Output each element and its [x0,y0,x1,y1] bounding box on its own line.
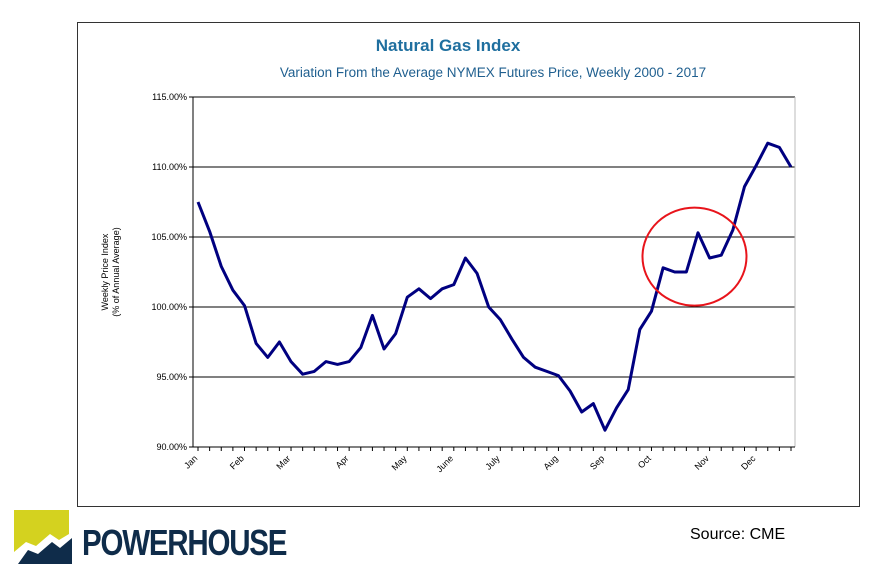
x-tick-label-feb: Feb [228,453,246,471]
logo-yellow-shape [14,510,69,552]
x-tick-label-apr: Apr [334,453,351,470]
y-axis-label-line2: (% of Annual Average) [111,227,121,316]
x-tick-label-aug: Aug [541,453,559,471]
y-tick-label: 105.00% [151,232,187,242]
x-tick-label-nov: Nov [693,453,712,472]
x-tick-label-dec: Dec [739,453,758,472]
source-note: Source: CME [690,526,786,543]
x-tick-label-jan: Jan [182,453,199,470]
y-tick-label: 90.00% [156,442,187,452]
x-tick-label-june: June [434,453,455,474]
x-tick-label-mar: Mar [274,453,292,471]
annotation-circle [641,206,748,307]
chart-subtitle: Variation From the Average NYMEX Futures… [280,65,706,80]
x-tick-label-sep: Sep [588,453,606,471]
series-line [196,141,793,432]
y-tick-label: 110.00% [152,162,187,172]
x-tick-label-oct: Oct [636,453,653,470]
x-tick-label-july: July [483,453,502,472]
y-tick-label: 95.00% [156,372,187,382]
chart-frame [77,22,860,507]
y-tick-label: 115.00% [152,92,187,102]
y-tick-label: 100.00% [151,302,187,312]
logo-navy-shape [18,538,72,564]
chart-title: Natural Gas Index [376,36,521,55]
x-tick-label-may: May [390,453,409,472]
powerhouse-logo [14,510,72,564]
logo-text: POWERHOUSE [82,522,287,563]
y-axis-label-line1: Weekly Price Index [100,233,110,310]
